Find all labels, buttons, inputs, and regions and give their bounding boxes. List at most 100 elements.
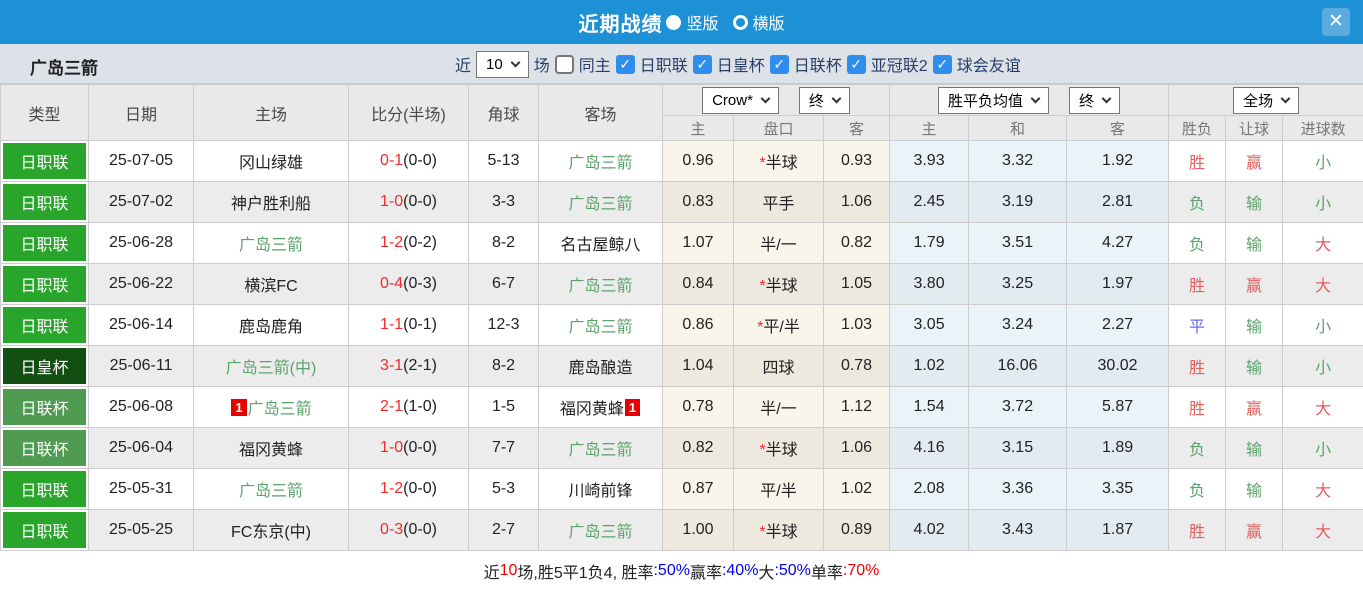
chevron-down-icon (1030, 93, 1041, 103)
handicap-line: *半球 (733, 509, 824, 551)
avg-win-odds: 4.16 (889, 427, 970, 469)
avg-win-odds: 3.93 (889, 140, 970, 182)
red-card-badge: 1 (231, 399, 247, 416)
outcome-cell: 平 (1168, 304, 1227, 346)
corner-cell: 8-2 (468, 222, 539, 264)
outcome-cell: 胜 (1168, 140, 1227, 182)
handicap-line: 四球 (733, 345, 824, 387)
handicap-away-odds: 0.89 (822, 509, 891, 551)
filter-controls: 近 10 场 同主 日职联 日皇杯 日联杯 亚冠联2 球会友谊 (455, 44, 1021, 84)
avg-win-odds: 2.08 (889, 468, 970, 510)
handicap-odds-group: Crow* 终 (661, 84, 891, 116)
match-date: 25-05-31 (88, 468, 194, 510)
home-team: 神户胜利船 (193, 181, 349, 223)
score-cell: 3-1(2-1) (348, 345, 469, 387)
league-checkbox-jleague[interactable] (615, 54, 635, 74)
subheader-handicap-home: 主 (662, 115, 734, 141)
handicap-line: *半球 (733, 427, 824, 469)
league-checkbox-league-cup[interactable] (769, 54, 789, 74)
avg-period-value: 终 (1079, 92, 1095, 110)
corner-cell: 6-7 (468, 263, 539, 305)
table-row: 日职联 25-06-22 横滨FC 0-4(0-3) 6-7 广岛三箭 0.84 *半球 1.0… (0, 263, 1363, 305)
chevron-down-icon (1101, 93, 1112, 103)
avg-draw-odds: 3.32 (968, 140, 1068, 182)
horizontal-radio-label[interactable]: 横版 (752, 16, 785, 33)
away-team: 广岛三箭 (538, 509, 663, 551)
footer-segment: 10 (499, 562, 518, 579)
avg-draw-odds: 3.19 (968, 181, 1068, 223)
avg-odds-value: 胜平负均值 (948, 92, 1024, 110)
handicap-home-odds: 1.07 (662, 222, 734, 264)
avg-lose-odds: 2.27 (1066, 304, 1170, 346)
vertical-radio-icon[interactable] (666, 14, 682, 30)
avg-draw-odds: 3.72 (968, 386, 1068, 428)
table-row: 日职联 25-06-14 鹿岛鹿角 1-1(0-1) 12-3 广岛三箭 0.86 *平/半 1… (0, 304, 1363, 346)
goals-result-cell: 小 (1282, 181, 1363, 223)
table-row: 日职联 25-07-05 冈山绿雄 0-1(0-0) 5-13 广岛三箭 0.96 *半球 0.… (0, 140, 1363, 182)
goals-result-cell: 大 (1282, 468, 1363, 510)
handicap-line: 平手 (733, 181, 824, 223)
same-home-checkbox[interactable] (554, 54, 574, 74)
handicap-period-value: 终 (808, 92, 824, 110)
league-checkbox-friendly[interactable] (932, 54, 952, 74)
avg-lose-odds: 3.35 (1066, 468, 1170, 510)
avg-draw-odds: 3.51 (968, 222, 1068, 264)
footer-segment: 近 (483, 565, 500, 582)
spread-result-cell: 赢 (1225, 140, 1284, 182)
handicap-away-odds: 1.06 (822, 427, 891, 469)
same-home-label: 同主 (578, 58, 611, 75)
avg-win-odds: 2.45 (889, 181, 970, 223)
recent-count-select[interactable]: 10 (476, 50, 529, 78)
home-team: 广岛三箭 (193, 222, 349, 264)
score-cell: 0-3(0-0) (348, 509, 469, 551)
avg-period-select[interactable]: 终 (1069, 86, 1121, 114)
col-header-corner: 角球 (468, 84, 539, 141)
league-label-emperors-cup: 日皇杯 (716, 58, 765, 75)
league-type-badge: 日联杯 (0, 386, 89, 428)
away-team: 名古屋鲸八 (538, 222, 663, 264)
match-date: 25-06-28 (88, 222, 194, 264)
table-row: 日职联 25-05-25 FC东京(中) 0-3(0-0) 2-7 广岛三箭 1.00 *半球… (0, 509, 1363, 551)
handicap-home-odds: 0.87 (662, 468, 734, 510)
match-date: 25-06-22 (88, 263, 194, 305)
league-checkbox-acl2[interactable] (846, 54, 866, 74)
corner-cell: 5-13 (468, 140, 539, 182)
footer-segment: :50% (653, 562, 690, 579)
bookmaker-select[interactable]: Crow* (702, 86, 779, 114)
col-header-home: 主场 (193, 84, 349, 141)
league-type-badge: 日职联 (0, 181, 89, 223)
table-row: 日职联 25-06-28 广岛三箭 1-2(0-2) 8-2 名古屋鲸八 1.07 半/一 0.… (0, 222, 1363, 264)
col-header-date: 日期 (88, 84, 194, 141)
handicap-period-select[interactable]: 终 (798, 86, 850, 114)
vertical-radio-label[interactable]: 竖版 (686, 16, 719, 33)
home-team: 鹿岛鹿角 (193, 304, 349, 346)
league-type-badge: 日职联 (0, 509, 89, 551)
away-team: 广岛三箭 (538, 427, 663, 469)
corner-cell: 2-7 (468, 509, 539, 551)
page-title: 近期战绩 (578, 13, 663, 36)
horizontal-radio-icon[interactable] (732, 14, 748, 30)
close-icon[interactable]: ✕ (1322, 8, 1350, 36)
league-type-badge: 日职联 (0, 468, 89, 510)
results-table: 类型 日期 主场 比分(半场) 角球 客场 Crow* 终 (0, 84, 1363, 551)
outcome-cell: 负 (1168, 468, 1227, 510)
col-header-score: 比分(半场) (348, 84, 469, 141)
outcome-cell: 负 (1168, 181, 1227, 223)
scope-select[interactable]: 全场 (1233, 86, 1300, 114)
team-name: 广岛三箭 (30, 59, 98, 78)
league-type-badge: 日职联 (0, 222, 89, 264)
handicap-line: 半/一 (733, 386, 824, 428)
handicap-home-odds: 0.82 (662, 427, 734, 469)
avg-lose-odds: 5.87 (1066, 386, 1170, 428)
chevron-down-icon (1280, 93, 1291, 103)
avg-odds-select[interactable]: 胜平负均值 (938, 86, 1050, 114)
matches-label: 场 (533, 58, 550, 75)
league-label-jleague: 日职联 (639, 58, 688, 75)
avg-win-odds: 3.05 (889, 304, 970, 346)
match-date: 25-07-02 (88, 181, 194, 223)
spread-result-cell: 赢 (1225, 263, 1284, 305)
outcome-cell: 胜 (1168, 509, 1227, 551)
league-checkbox-emperors-cup[interactable] (692, 54, 712, 74)
home-team: 1 广岛三箭 (193, 386, 349, 428)
spread-result-cell: 输 (1225, 427, 1284, 469)
